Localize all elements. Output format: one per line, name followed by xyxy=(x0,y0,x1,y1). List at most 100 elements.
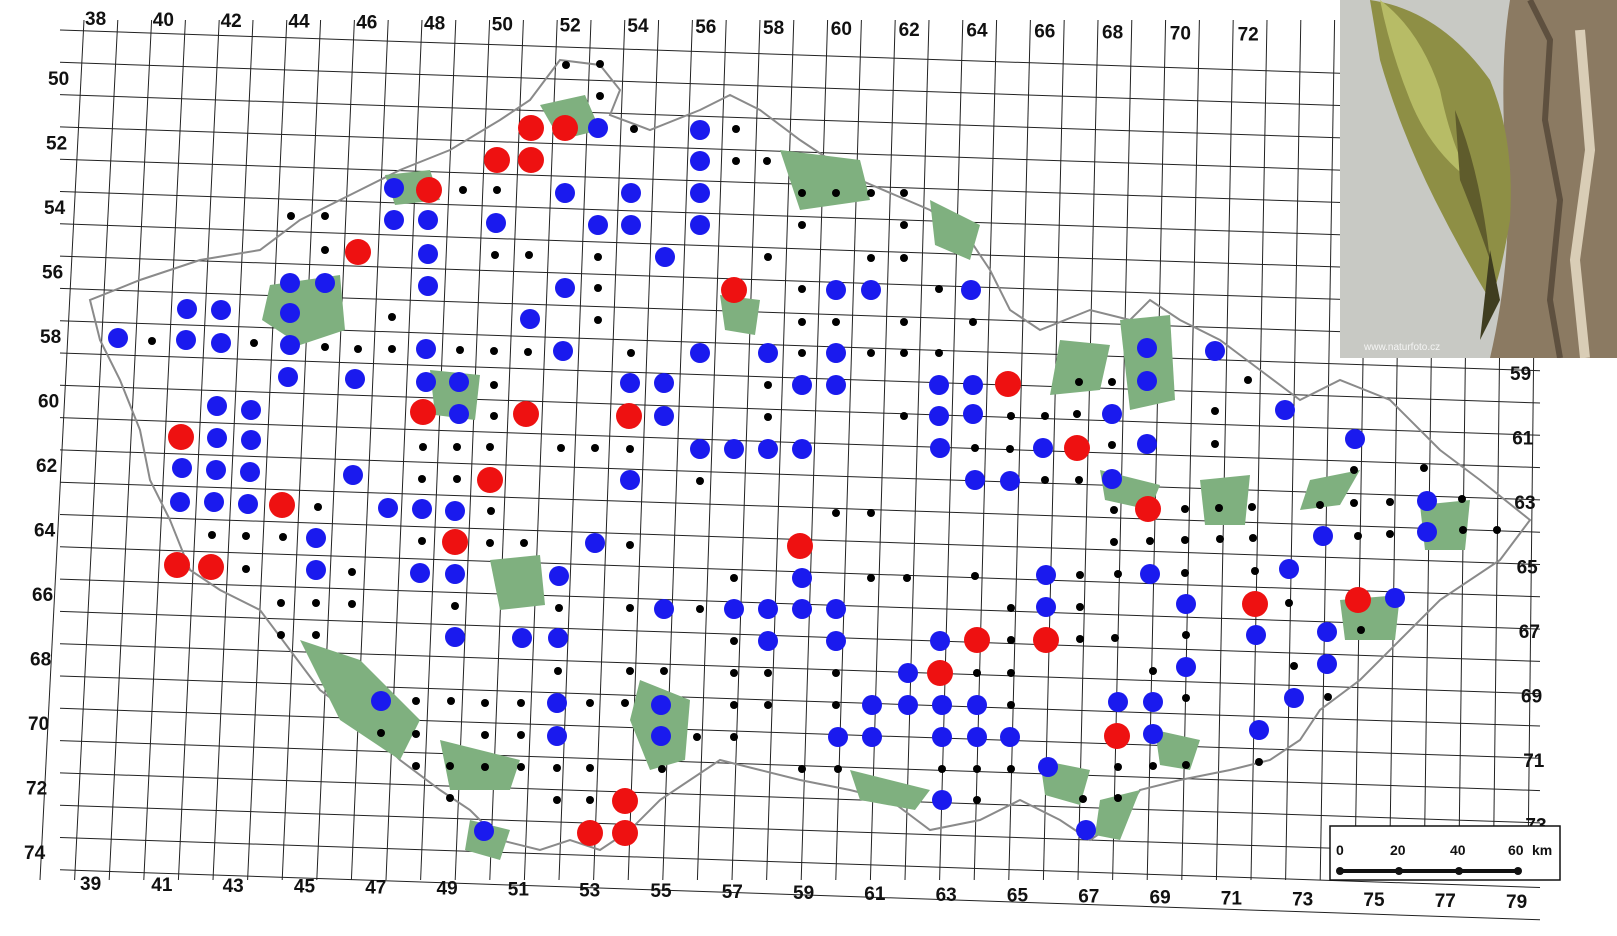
black-dot xyxy=(798,349,806,357)
black-dot xyxy=(1181,505,1189,513)
blue-dot xyxy=(1417,491,1437,511)
black-dot xyxy=(1041,476,1049,484)
red-dot xyxy=(721,277,747,303)
black-dot xyxy=(1249,534,1257,542)
scale-tick-0: 0 xyxy=(1336,842,1344,858)
blue-dot xyxy=(1108,692,1128,712)
bird-photo: www.naturfoto.cz xyxy=(1340,0,1617,358)
black-dot xyxy=(459,186,467,194)
blue-dot xyxy=(418,244,438,264)
black-dot xyxy=(1354,532,1362,540)
black-dot xyxy=(1041,412,1049,420)
black-dot xyxy=(1007,636,1015,644)
grid-line xyxy=(627,19,660,881)
blue-dot xyxy=(280,273,300,293)
top-label-48: 48 xyxy=(424,14,445,35)
red-dot xyxy=(269,492,295,518)
blue-dot xyxy=(416,339,436,359)
blue-dot xyxy=(1279,559,1299,579)
grid-line xyxy=(869,19,896,881)
black-dot xyxy=(554,667,562,675)
blue-dot xyxy=(486,213,506,233)
black-dot xyxy=(1079,795,1087,803)
blue-dot xyxy=(520,309,540,329)
right-label-59: 59 xyxy=(1510,364,1531,385)
grid-line xyxy=(247,19,288,881)
black-dot xyxy=(555,604,563,612)
black-dot xyxy=(447,697,455,705)
photo-watermark: www.naturfoto.cz xyxy=(1363,342,1440,353)
blue-dot xyxy=(862,695,882,715)
black-dot xyxy=(832,509,840,517)
black-dot xyxy=(900,318,908,326)
black-dot xyxy=(798,765,806,773)
black-dot xyxy=(525,251,533,259)
blue-dot xyxy=(1176,594,1196,614)
blue-dot xyxy=(240,462,260,482)
red-dot xyxy=(442,529,468,555)
blue-dot xyxy=(826,375,846,395)
black-dot xyxy=(832,189,840,197)
blue-dot xyxy=(826,631,846,651)
grid-line xyxy=(59,643,1541,695)
scale-tick-60: 60 xyxy=(1508,842,1524,858)
blue-dot xyxy=(1246,625,1266,645)
black-dot xyxy=(279,533,287,541)
black-dot xyxy=(1108,378,1116,386)
blue-dot xyxy=(1140,564,1160,584)
right-label-69: 69 xyxy=(1521,687,1542,708)
blue-dot xyxy=(176,330,196,350)
black-dot xyxy=(867,574,875,582)
black-dot xyxy=(242,532,250,540)
red-dot xyxy=(1345,587,1371,613)
black-dot xyxy=(321,246,329,254)
black-dot xyxy=(832,701,840,709)
black-dot xyxy=(1251,567,1259,575)
blue-dot xyxy=(371,691,391,711)
blue-dot xyxy=(1345,429,1365,449)
bottom-label-67: 67 xyxy=(1078,887,1099,908)
bottom-label-69: 69 xyxy=(1150,888,1171,909)
blue-dot xyxy=(474,821,494,841)
right-label-61: 61 xyxy=(1512,429,1534,450)
blue-dot xyxy=(967,695,987,715)
blue-dot xyxy=(1076,820,1096,840)
black-dot xyxy=(1110,538,1118,546)
left-label-52: 52 xyxy=(46,134,67,155)
bottom-label-73: 73 xyxy=(1292,889,1313,910)
blue-dot xyxy=(418,210,438,230)
black-dot xyxy=(594,316,602,324)
blue-dot xyxy=(930,631,950,651)
grid-line xyxy=(1319,19,1336,881)
blue-dot xyxy=(826,599,846,619)
blue-dot xyxy=(690,151,710,171)
blue-dot xyxy=(621,215,641,235)
black-dot xyxy=(354,345,362,353)
black-dot xyxy=(453,443,461,451)
grid-line xyxy=(59,384,1541,436)
top-label-40: 40 xyxy=(153,10,174,31)
black-dot xyxy=(696,477,704,485)
black-dot xyxy=(377,729,385,737)
black-dot xyxy=(867,254,875,262)
black-dot xyxy=(312,631,320,639)
blue-dot xyxy=(384,178,404,198)
left-label-66: 66 xyxy=(32,585,53,606)
black-dot xyxy=(1211,407,1219,415)
grid-line xyxy=(59,675,1541,727)
red-dot xyxy=(616,403,642,429)
black-dot xyxy=(630,125,638,133)
left-label-74: 74 xyxy=(24,843,46,864)
blue-dot xyxy=(690,120,710,140)
black-dot xyxy=(798,285,806,293)
bottom-label-63: 63 xyxy=(936,885,957,906)
bottom-label-43: 43 xyxy=(223,876,244,897)
blue-dot xyxy=(929,375,949,395)
grid-line xyxy=(835,19,862,881)
black-dot xyxy=(1357,626,1365,634)
black-dot xyxy=(730,669,738,677)
blue-dot xyxy=(547,726,567,746)
black-dot xyxy=(1211,440,1219,448)
blue-dot xyxy=(241,430,261,450)
map-grid xyxy=(39,19,1541,921)
